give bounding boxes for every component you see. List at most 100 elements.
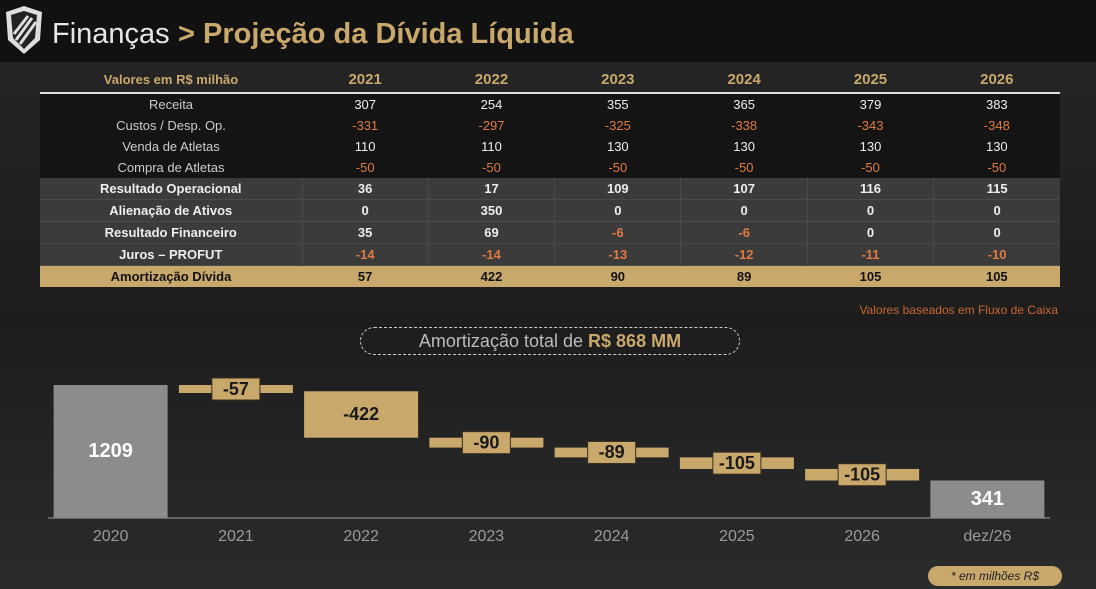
row-label: Compra de Atletas — [40, 157, 302, 178]
column-header: 2024 — [680, 66, 808, 94]
cell: 379 — [807, 93, 934, 115]
cell: -10 — [933, 243, 1060, 266]
cell: 115 — [933, 178, 1060, 200]
cell: -325 — [554, 115, 681, 136]
x-tick-label: 2022 — [343, 528, 379, 545]
cell: 130 — [933, 136, 1060, 157]
row-label: Venda de Atletas — [40, 136, 302, 157]
footnote: * em milhões R$ — [928, 566, 1062, 586]
label-box — [211, 377, 261, 401]
cell: 130 — [554, 136, 681, 157]
total-bar — [930, 480, 1045, 518]
value-label: -422 — [343, 404, 379, 424]
row-label: Resultado Financeiro — [40, 221, 303, 244]
label-box — [837, 463, 887, 487]
cell: 0 — [680, 199, 808, 222]
total-bar — [53, 385, 168, 518]
cell: -6 — [680, 221, 808, 244]
cell: 107 — [680, 178, 808, 200]
cell: 350 — [428, 199, 556, 222]
logo — [6, 6, 42, 54]
row-label: Alienação de Ativos — [40, 199, 303, 222]
column-header: 2021 — [302, 66, 429, 94]
callout-text: Amortização total de — [418, 331, 584, 351]
cell: 0 — [933, 221, 1060, 244]
cell: -50 — [807, 157, 934, 178]
label-box — [587, 440, 637, 464]
header-row: Valores em R$ milhão 2021 2022 2023 2024 2025… — [40, 66, 1060, 94]
table-row: Amortização Dívida 57 422 90 89 105 105 — [40, 265, 1060, 287]
cell: 0 — [807, 199, 935, 222]
label-box — [712, 451, 762, 475]
x-tick-label: 2025 — [719, 528, 755, 545]
cell: -50 — [428, 157, 555, 178]
x-tick-label: 2020 — [93, 528, 129, 545]
cell: 0 — [807, 221, 935, 244]
callout-highlight: R$ 868 MM — [588, 331, 682, 351]
cell: 36 — [302, 178, 429, 200]
row-label: Receita — [40, 93, 302, 115]
label-box — [461, 431, 511, 455]
cell: -331 — [302, 115, 429, 136]
column-header: 2023 — [554, 66, 681, 94]
row-label: Amortização Dívida — [40, 265, 302, 287]
cell: 109 — [554, 178, 682, 200]
delta-bar — [304, 391, 419, 438]
cell: 422 — [428, 265, 555, 287]
x-tick-label: 2023 — [469, 528, 505, 545]
cell: 69 — [428, 221, 556, 244]
cell: 383 — [933, 93, 1060, 115]
cell: -338 — [680, 115, 808, 136]
cell: -50 — [933, 157, 1060, 178]
value-label: -57 — [223, 379, 249, 399]
subtitle: > Projeção da Dívida Líquida — [178, 18, 574, 50]
table-row: Resultado Financeiro 35 69 -6 -6 0 0 — [40, 221, 1060, 244]
value-label: -105 — [719, 453, 755, 473]
cell: 307 — [302, 93, 429, 115]
cell: -297 — [428, 115, 555, 136]
cell: 365 — [680, 93, 808, 115]
x-tick-label: 2026 — [844, 528, 880, 545]
cell: -14 — [302, 243, 429, 266]
value-label: -89 — [599, 442, 625, 462]
callout: Amortização total de R$ 868 MM — [360, 327, 740, 355]
cell: 130 — [680, 136, 808, 157]
column-header: 2026 — [933, 66, 1060, 94]
cell: 130 — [807, 136, 934, 157]
cell: 35 — [302, 221, 429, 244]
cell: 89 — [680, 265, 808, 287]
title: Finanças — [52, 18, 170, 50]
cell: -13 — [554, 243, 682, 266]
row-label: Resultado Operacional — [40, 178, 303, 200]
table-row: Compra de Atletas -50 -50 -50 -50 -50 -50 — [40, 157, 1060, 178]
cell: -14 — [428, 243, 556, 266]
corner-label: Valores em R$ milhão — [40, 66, 302, 94]
cell: 116 — [807, 178, 935, 200]
table-note: Valores baseados em Fluxo de Caixa — [859, 303, 1058, 317]
table-row: Resultado Operacional 36 17 109 107 116 115 — [40, 178, 1060, 200]
cell: -50 — [302, 157, 429, 178]
table: Valores em R$ milhão 2021 2022 2023 2024 2025… — [40, 66, 1060, 287]
cell: 0 — [933, 199, 1060, 222]
cell: 254 — [428, 93, 555, 115]
cell: 105 — [933, 265, 1060, 287]
table-row: Venda de Atletas 110 110 130 130 130 130 — [40, 136, 1060, 157]
cell: 0 — [554, 199, 682, 222]
cell: 57 — [302, 265, 429, 287]
column-header: 2025 — [807, 66, 934, 94]
row-label: Custos / Desp. Op. — [40, 115, 302, 136]
cell: -50 — [680, 157, 808, 178]
table-row: Custos / Desp. Op. -331 -297 -325 -338 -343 -3… — [40, 115, 1060, 136]
value-label: -105 — [844, 464, 880, 484]
cell: -12 — [680, 243, 808, 266]
table-row: Receita 307 254 355 365 379 383 — [40, 93, 1060, 115]
cell: 17 — [428, 178, 556, 200]
x-tick-label: 2021 — [218, 528, 254, 545]
table-row: Alienação de Ativos 0 350 0 0 0 0 — [40, 199, 1060, 222]
cell: -348 — [933, 115, 1060, 136]
table-row: Juros – PROFUT -14 -14 -13 -12 -11 -10 — [40, 243, 1060, 266]
row-label: Juros – PROFUT — [40, 243, 303, 266]
x-tick-label: 2024 — [594, 528, 630, 545]
